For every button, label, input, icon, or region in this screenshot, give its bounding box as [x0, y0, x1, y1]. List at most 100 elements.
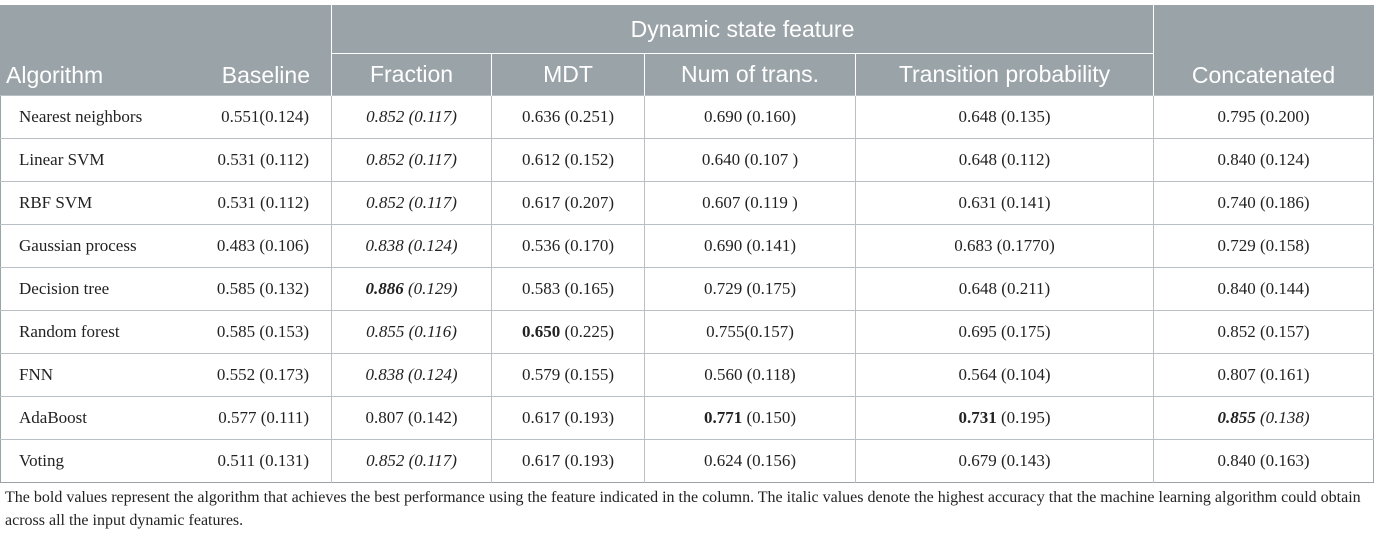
table-row: Decision tree 0.585 (0.132) 0.886 (0.129) 0… [0, 267, 1374, 311]
cell-text: 0.483 (0.106) [216, 236, 309, 255]
value-cell: 0.577 (0.111) [176, 396, 332, 440]
table-row: Linear SVM 0.531 (0.112) 0.852 (0.117) 0.61… [0, 138, 1374, 182]
cell-text: 0.740 (0.186) [1217, 193, 1310, 212]
value-cell: 0.648 (0.112) [854, 138, 1154, 182]
cell-text: 0.852 (0.157) [1217, 322, 1310, 341]
value-cell: 0.531 (0.112) [176, 181, 332, 225]
value-cell: 0.617 (0.193) [491, 439, 645, 483]
cell-text: 0.585 (0.153) [216, 322, 309, 341]
std-dev: (0.138) [1255, 408, 1310, 427]
best-value: 0.886 [365, 279, 404, 298]
value-cell: 0.583 (0.165) [491, 267, 645, 311]
value-cell: 0.852 (0.157) [1153, 310, 1374, 354]
value-cell: 0.648 (0.211) [854, 267, 1154, 311]
cell-text: 0.695 (0.175) [958, 322, 1051, 341]
cell-text: 0.729 (0.175) [703, 279, 797, 298]
table-row: AdaBoost 0.577 (0.111) 0.807 (0.142) 0.617 … [0, 396, 1374, 440]
value-cell: 0.650 (0.225) [491, 310, 645, 354]
results-table: Algorithm Baseline Dynamic state feature… [0, 5, 1375, 483]
table-body: Nearest neighbors 0.551(0.124) 0.852 (0.11… [0, 95, 1374, 483]
cell-text: 0.648 (0.112) [958, 150, 1051, 169]
cell-text: 0.852 (0.117) [366, 451, 457, 470]
cell-text: 0.560 (0.118) [704, 365, 796, 384]
col-header-concatenated: Concatenated [1153, 5, 1374, 96]
value-cell: 0.838 (0.124) [331, 224, 492, 268]
value-cell: 0.564 (0.104) [854, 353, 1154, 397]
value-cell: 0.695 (0.175) [854, 310, 1154, 354]
cell-text: 0.531 (0.112) [217, 193, 309, 212]
algorithm-cell: Decision tree [0, 267, 177, 311]
cell-text: 0.585 (0.132) [216, 279, 309, 298]
algorithm-cell: Nearest neighbors [0, 95, 177, 139]
value-cell: 0.636 (0.251) [491, 95, 645, 139]
cell-text: 0.617 (0.207) [521, 193, 615, 212]
cell-text: 0.729 (0.158) [1217, 236, 1310, 255]
best-value: 0.731 [958, 408, 997, 427]
value-cell: 0.852 (0.117) [331, 181, 492, 225]
value-cell: 0.731 (0.195) [854, 396, 1154, 440]
cell-text: 0.636 (0.251) [521, 107, 615, 126]
col-header-fraction: Fraction [331, 53, 492, 96]
std-dev: (0.129) [403, 279, 458, 298]
cell-text: 0.607 (0.119 ) [702, 193, 798, 212]
value-cell: 0.551(0.124) [176, 95, 332, 139]
value-cell: 0.852 (0.117) [331, 138, 492, 182]
table-row: FNN 0.552 (0.173) 0.838 (0.124) 0.579 (0.15… [0, 353, 1374, 397]
algorithm-cell: Voting [0, 439, 177, 483]
value-cell: 0.683 (0.1770) [854, 224, 1154, 268]
value-cell: 0.579 (0.155) [491, 353, 645, 397]
algorithm-cell: FNN [0, 353, 177, 397]
value-cell: 0.840 (0.124) [1153, 138, 1374, 182]
algorithm-cell: Random forest [0, 310, 177, 354]
cell-text: 0.807 (0.142) [365, 408, 458, 427]
cell-text: 0.583 (0.165) [521, 279, 615, 298]
algorithm-cell: Gaussian process [0, 224, 177, 268]
cell-text: 0.551(0.124) [221, 107, 309, 126]
value-cell: 0.640 (0.107 ) [644, 138, 856, 182]
cell-text: 0.564 (0.104) [958, 365, 1051, 384]
group-header-dynamic-state-feature: Dynamic state feature [330, 5, 1155, 54]
col-header-mdt: MDT [491, 53, 645, 96]
cell-text: 0.648 (0.211) [958, 279, 1051, 298]
value-cell: 0.771 (0.150) [644, 396, 856, 440]
table-row: RBF SVM 0.531 (0.112) 0.852 (0.117) 0.617 (… [0, 181, 1374, 225]
value-cell: 0.840 (0.163) [1153, 439, 1374, 483]
best-value: 0.771 [703, 408, 743, 427]
cell-text: 0.640 (0.107 ) [701, 150, 799, 169]
table-row: Random forest 0.585 (0.153) 0.855 (0.116) 0… [0, 310, 1374, 354]
value-cell: 0.729 (0.158) [1153, 224, 1374, 268]
value-cell: 0.624 (0.156) [644, 439, 856, 483]
value-cell: 0.852 (0.117) [331, 95, 492, 139]
value-cell: 0.886 (0.129) [331, 267, 492, 311]
algorithm-cell: Linear SVM [0, 138, 177, 182]
cell-text: 0.617 (0.193) [521, 451, 615, 470]
cell-text: 0.838 (0.124) [365, 236, 458, 255]
cell-text: 0.679 (0.143) [958, 451, 1051, 470]
cell-text: 0.838 (0.124) [365, 365, 458, 384]
value-cell: 0.838 (0.124) [331, 353, 492, 397]
cell-text: 0.840 (0.124) [1217, 150, 1310, 169]
value-cell: 0.840 (0.144) [1153, 267, 1374, 311]
cell-text: 0.617 (0.193) [521, 408, 615, 427]
cell-text: 0.755(0.157) [706, 322, 794, 341]
cell-text: 0.579 (0.155) [521, 365, 615, 384]
cell-text: 0.648 (0.135) [958, 107, 1051, 126]
cell-text: 0.690 (0.141) [703, 236, 797, 255]
cell-text: 0.612 (0.152) [521, 150, 615, 169]
cell-text: 0.624 (0.156) [703, 451, 797, 470]
table-footnote: The bold values represent the algorithm … [5, 489, 1361, 529]
value-cell: 0.795 (0.200) [1153, 95, 1374, 139]
value-cell: 0.855 (0.138) [1153, 396, 1374, 440]
value-cell: 0.617 (0.207) [491, 181, 645, 225]
value-cell: 0.585 (0.132) [176, 267, 332, 311]
cell-text: 0.536 (0.170) [521, 236, 615, 255]
cell-text: 0.855 (0.116) [366, 322, 457, 341]
value-cell: 0.690 (0.160) [644, 95, 856, 139]
algorithm-cell: RBF SVM [0, 181, 177, 225]
value-cell: 0.617 (0.193) [491, 396, 645, 440]
cell-text: 0.852 (0.117) [366, 150, 457, 169]
cell-text: 0.852 (0.117) [366, 107, 457, 126]
table-row: Voting 0.511 (0.131) 0.852 (0.117) 0.617 (0… [0, 439, 1374, 483]
value-cell: 0.536 (0.170) [491, 224, 645, 268]
std-dev: (0.150) [742, 408, 797, 427]
